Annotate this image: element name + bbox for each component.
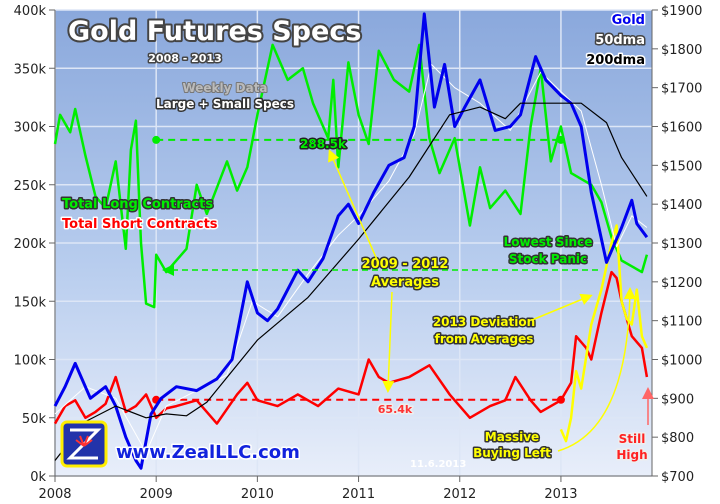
- x-tick-label: 2012: [443, 487, 476, 502]
- right-tick-label: $1100: [661, 315, 702, 330]
- series-line-200dma: [54, 102, 648, 461]
- legend-short: Total Short Contracts: [62, 217, 218, 232]
- zeal-logo: [60, 420, 108, 468]
- left-tick-label: 200k: [14, 237, 47, 252]
- right-tick-label: $1000: [661, 354, 702, 369]
- left-tick-label: 250k: [14, 179, 47, 194]
- right-tick-label: $800: [661, 431, 694, 446]
- left-tick-label: 0k: [30, 470, 46, 485]
- x-tick-label: 2009: [140, 487, 173, 502]
- x-tick-label: 2011: [342, 487, 375, 502]
- arrow-deviation: [531, 293, 593, 321]
- legend-200dma: 200dma: [586, 53, 645, 68]
- label-lowest-1: Lowest Since: [504, 235, 593, 249]
- axes: 2008 2009 2010 2011 2012 2013 0k 50k 100k 150k 200…: [14, 4, 703, 502]
- label-still-high-1: Still: [619, 432, 646, 446]
- label-buying-2: Buying Left: [473, 446, 551, 460]
- series-line-total-long-contracts: [53, 43, 649, 309]
- right-tick-label: $1200: [661, 276, 702, 291]
- left-tick-label: 150k: [14, 295, 47, 310]
- arrow-short-average: [382, 291, 395, 393]
- x-tick-label: 2010: [241, 487, 274, 502]
- date-stamp: 11.6.2013: [410, 459, 466, 470]
- left-tick-label: 350k: [14, 62, 47, 77]
- legend-long: Total Long Contracts: [62, 197, 213, 212]
- label-averages-2: Averages: [371, 275, 439, 290]
- grid: [54, 9, 652, 477]
- left-tick-label: 300k: [14, 121, 47, 136]
- average-start-dot: [152, 135, 161, 144]
- legend-50dma: 50dma: [595, 33, 645, 48]
- x-tick-label: 2008: [38, 487, 71, 502]
- note-weekly-data: Weekly Data: [182, 81, 267, 95]
- right-tick-label: $1600: [661, 121, 702, 136]
- right-tick-label: $1900: [661, 4, 702, 19]
- note-specs: Large + Small Specs: [156, 97, 294, 111]
- left-tick-label: 400k: [14, 4, 47, 19]
- website-url: www.ZealLLC.com: [116, 442, 300, 463]
- label-deviation-1: 2013 Deviation: [433, 315, 535, 329]
- left-tick-label: 50k: [22, 412, 47, 427]
- right-tick-label: $1500: [661, 159, 702, 174]
- label-lowest-2: Stock Panic: [509, 252, 587, 266]
- legend-gold: Gold: [612, 13, 645, 28]
- chart-subtitle: 2008 - 2013: [148, 52, 221, 65]
- label-buying-1: Massive: [485, 430, 539, 444]
- right-tick-label: $1700: [661, 82, 702, 97]
- arrow-long-average: [328, 149, 379, 263]
- right-tick-label: $1300: [661, 237, 702, 252]
- series-line-2013-deviation-from-averages: [559, 224, 649, 443]
- series-line-gold: [53, 12, 649, 470]
- label-long-average: 288.5k: [300, 137, 347, 151]
- right-tick-label: $700: [661, 470, 694, 485]
- arrow-buying: [557, 287, 636, 452]
- right-tick-label: $900: [661, 392, 694, 407]
- label-averages-1: 2009 - 2012: [362, 257, 449, 272]
- right-tick-label: $1400: [661, 198, 702, 213]
- chart-title: Gold Futures Specs: [68, 16, 361, 47]
- label-deviation-2: from Averages: [435, 332, 534, 346]
- x-tick-label: 2013: [544, 487, 577, 502]
- series-line-50dma: [54, 63, 648, 454]
- left-tick-label: 100k: [14, 354, 47, 369]
- label-short-average: 65.4k: [378, 403, 413, 416]
- label-still-high-2: High: [616, 448, 647, 462]
- right-tick-label: $1800: [661, 43, 702, 58]
- series-layer: [53, 12, 649, 470]
- annotations: Gold Futures Specs 2008 - 2013 Weekly Da…: [60, 12, 654, 470]
